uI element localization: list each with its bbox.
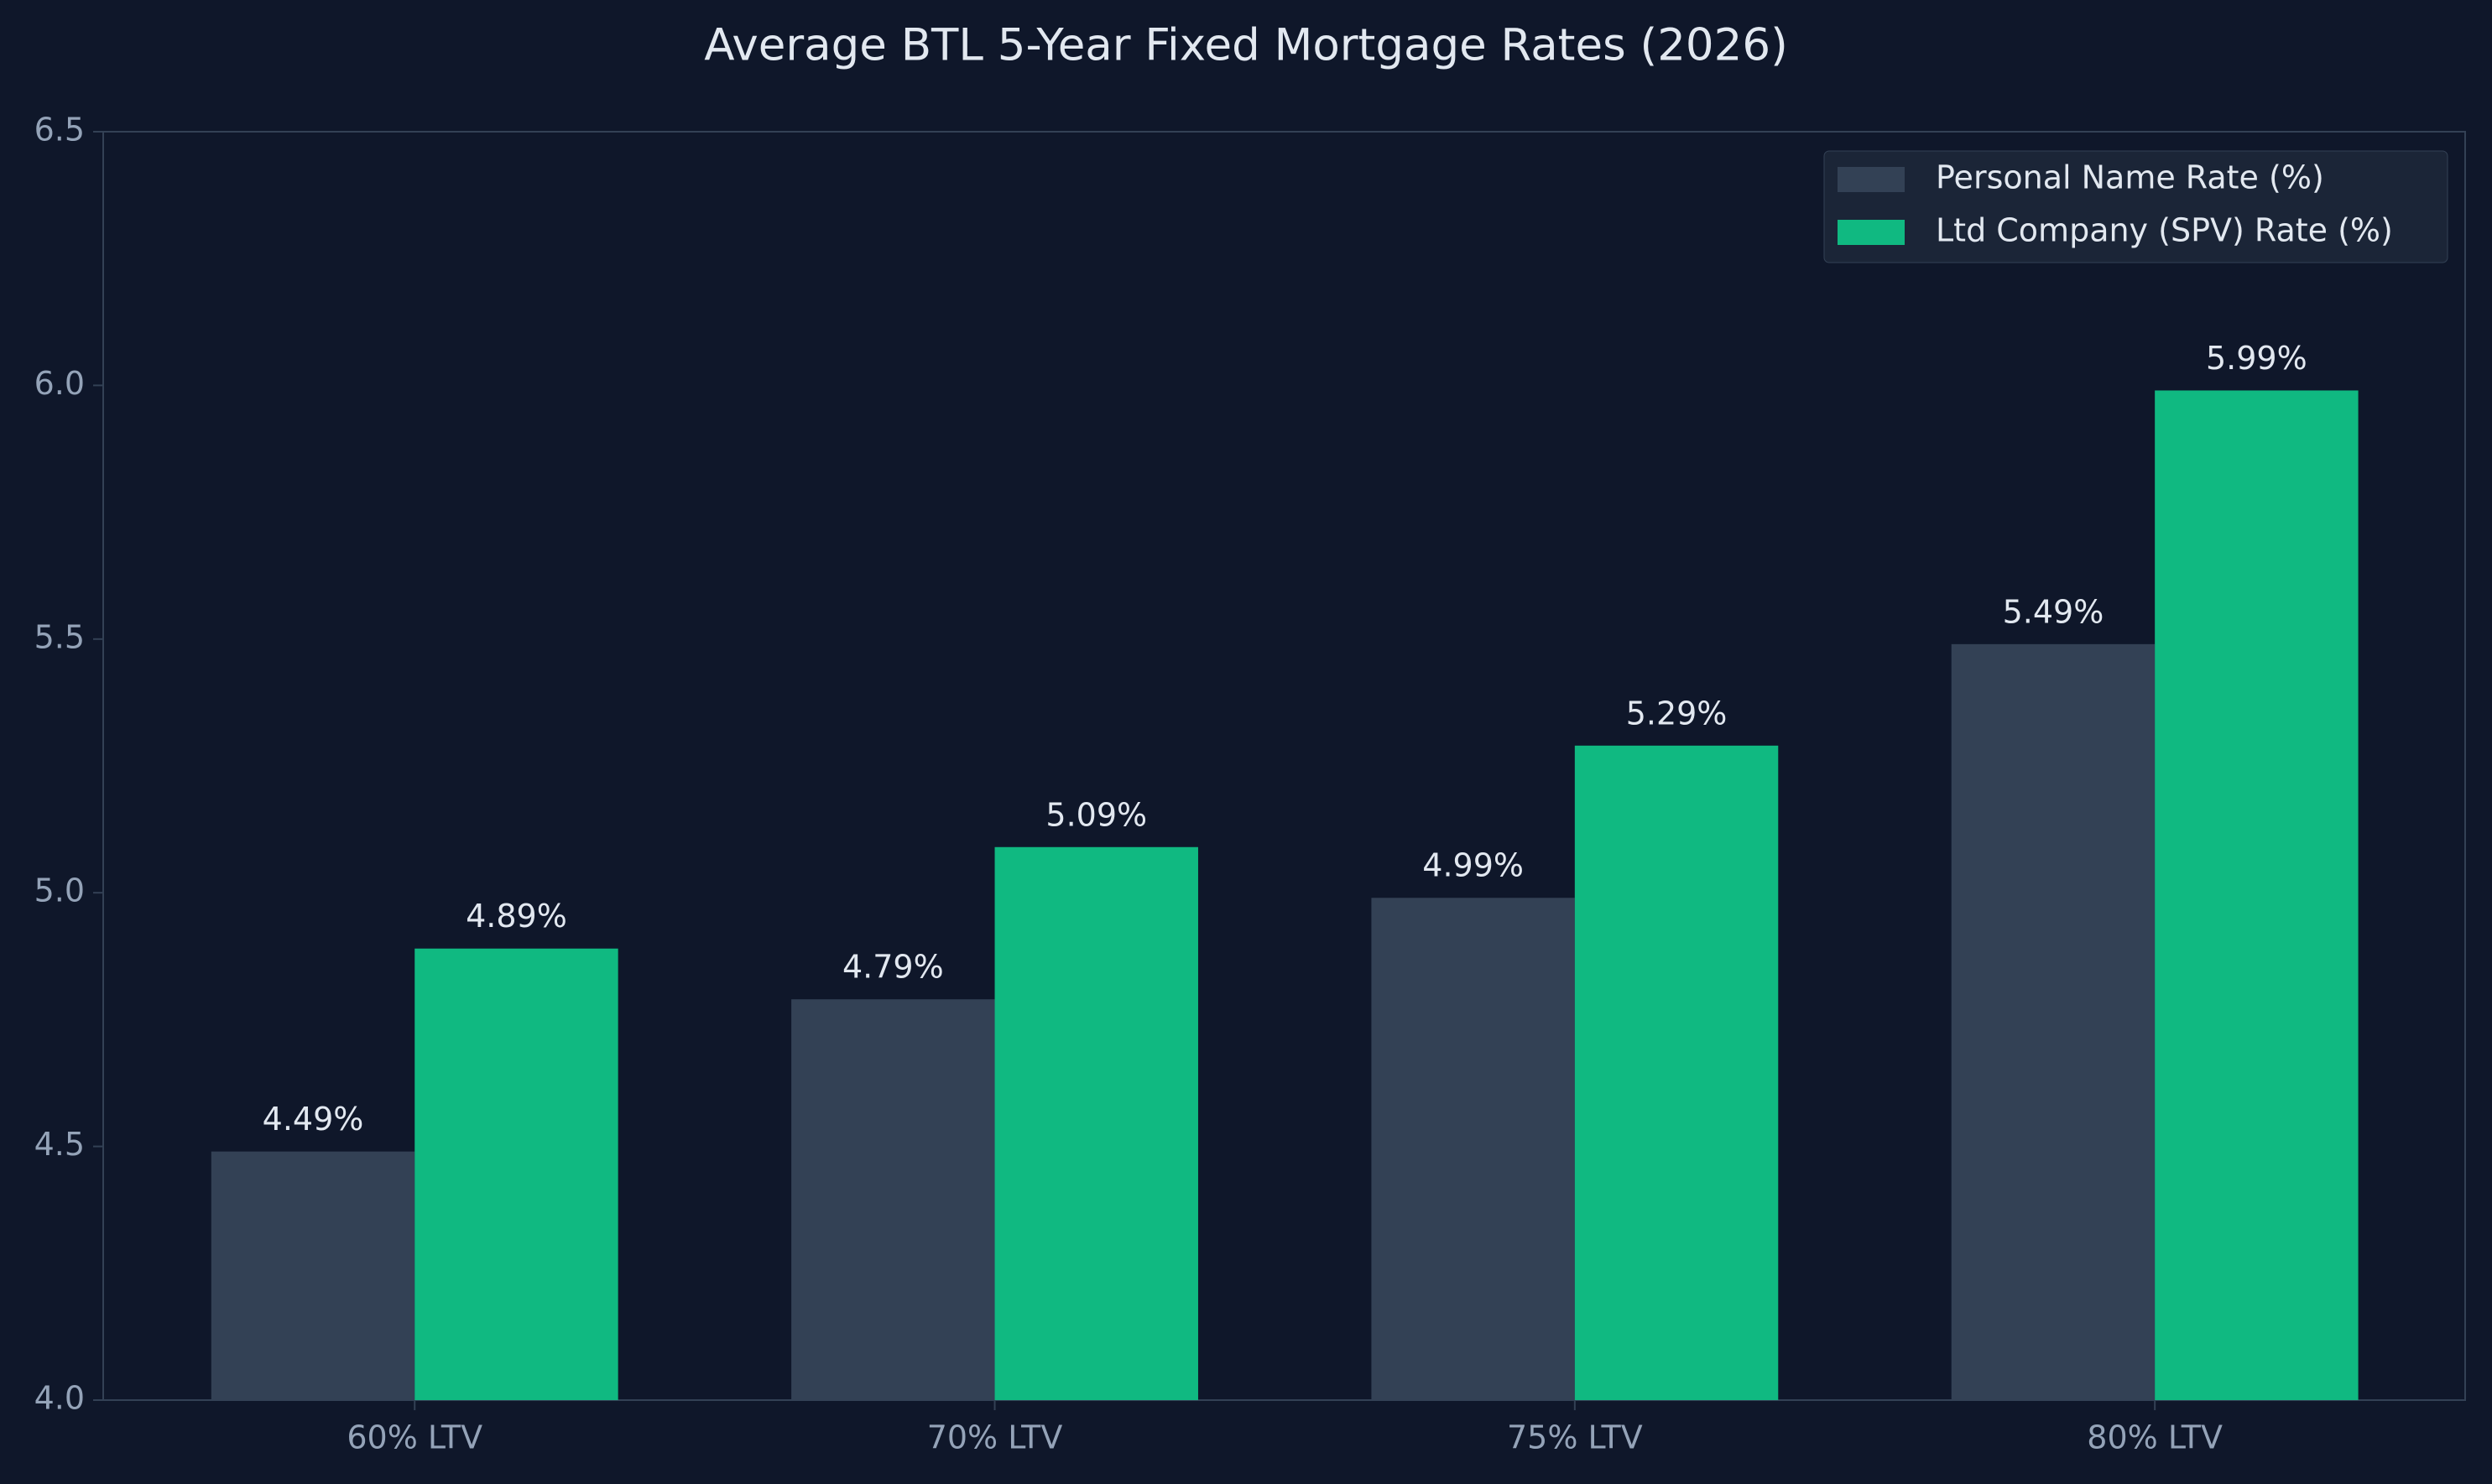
chart-title: Average BTL 5-Year Fixed Mortgage Rates … [704,20,1788,71]
value-label: 4.99% [1422,847,1524,884]
value-label: 5.99% [2206,340,2307,377]
y-tick-label: 6.0 [34,365,85,402]
legend-box [1823,150,2448,263]
plot-frame [102,131,2466,1401]
value-label: 4.89% [466,898,567,935]
bar [211,1151,415,1400]
bar [1371,898,1575,1400]
value-label: 4.79% [842,949,944,986]
value-label: 5.09% [1045,796,1147,833]
value-label: 4.49% [263,1101,364,1138]
x-tick-label: 80% LTV [2087,1419,2223,1456]
x-tick-label: 60% LTV [347,1419,482,1456]
legend-label: Ltd Company (SPV) Rate (%) [1936,212,2393,249]
x-tick-label: 75% LTV [1507,1419,1643,1456]
value-label: 5.29% [1626,695,1728,732]
x-tick-label: 70% LTV [927,1419,1063,1456]
legend-swatch [1838,220,1905,245]
value-label: 5.49% [2003,593,2104,630]
legend-label: Personal Name Rate (%) [1936,159,2324,196]
y-tick-label: 5.5 [34,618,85,655]
bar [414,948,618,1400]
bar [994,846,1198,1400]
y-tick-label: 4.0 [34,1380,85,1417]
bar [791,999,995,1400]
y-tick-label: 6.5 [34,112,85,148]
y-tick-label: 4.5 [34,1126,85,1163]
legend-swatch [1838,167,1905,192]
bar [1574,745,1779,1400]
bar [2155,390,2359,1400]
y-tick-label: 5.0 [34,872,85,909]
bar [1951,643,2156,1400]
